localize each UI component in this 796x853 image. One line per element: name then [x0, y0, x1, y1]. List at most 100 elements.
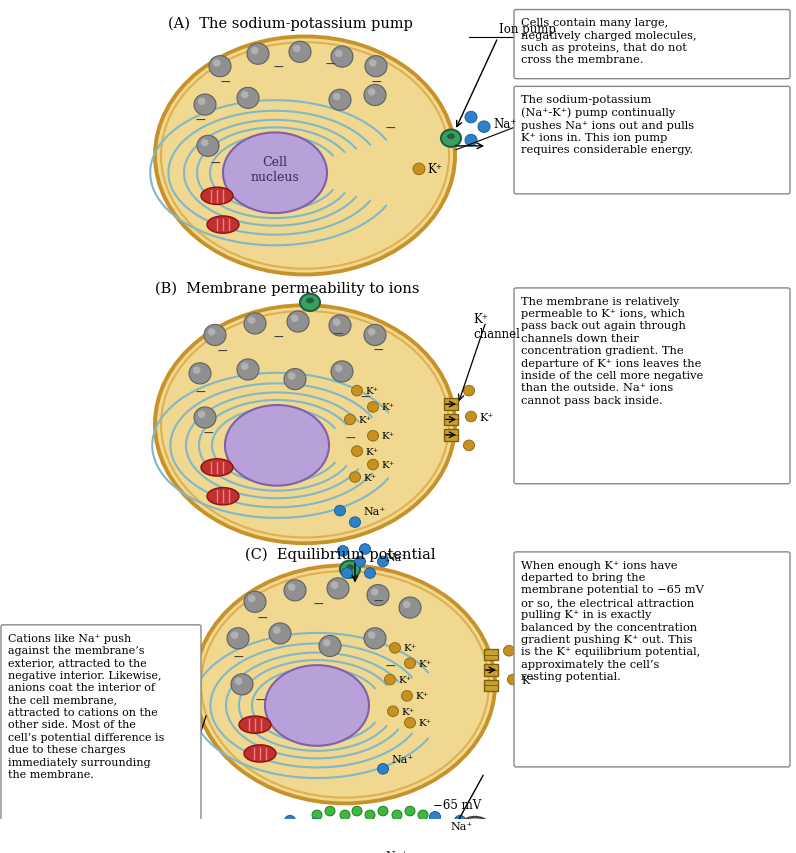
Ellipse shape	[157, 308, 453, 542]
Circle shape	[237, 88, 259, 109]
Circle shape	[288, 373, 295, 380]
Circle shape	[352, 806, 362, 816]
Text: K⁺: K⁺	[363, 473, 377, 482]
Circle shape	[284, 580, 306, 601]
Circle shape	[329, 90, 351, 111]
Circle shape	[368, 632, 376, 639]
Circle shape	[405, 806, 415, 816]
Text: −: −	[272, 329, 284, 344]
Circle shape	[189, 363, 211, 385]
Text: −: −	[344, 430, 356, 444]
FancyBboxPatch shape	[514, 10, 790, 79]
Text: −: −	[312, 596, 324, 610]
Ellipse shape	[300, 294, 320, 311]
Text: −: −	[232, 649, 244, 663]
Circle shape	[389, 643, 400, 653]
Circle shape	[365, 810, 375, 820]
Text: K⁺: K⁺	[427, 163, 442, 177]
FancyBboxPatch shape	[514, 288, 790, 485]
Text: −65 mV: −65 mV	[433, 798, 482, 811]
Circle shape	[378, 806, 388, 816]
Text: −: −	[384, 120, 396, 135]
Circle shape	[331, 47, 353, 68]
Circle shape	[208, 328, 216, 336]
Circle shape	[287, 311, 309, 333]
Text: −: −	[272, 60, 284, 74]
Circle shape	[204, 325, 226, 346]
Circle shape	[369, 61, 377, 67]
Circle shape	[360, 544, 370, 554]
Text: When enough K⁺ ions have
departed to bring the
membrane potential to −65 mV
or s: When enough K⁺ ions have departed to bri…	[521, 560, 704, 682]
Circle shape	[194, 95, 216, 116]
Text: Ion pump: Ion pump	[499, 22, 556, 36]
Text: K⁺: K⁺	[358, 415, 371, 425]
Text: K⁺: K⁺	[521, 675, 535, 685]
Circle shape	[273, 627, 280, 635]
Circle shape	[284, 369, 306, 390]
Circle shape	[340, 844, 350, 853]
Circle shape	[354, 852, 365, 853]
Circle shape	[197, 136, 219, 157]
Circle shape	[504, 646, 514, 656]
Bar	[484, 680, 498, 691]
Circle shape	[478, 122, 490, 133]
Circle shape	[198, 99, 205, 106]
Circle shape	[284, 815, 295, 826]
Text: −: −	[256, 611, 267, 624]
Circle shape	[466, 412, 477, 422]
Circle shape	[377, 763, 388, 775]
Circle shape	[413, 164, 425, 176]
Circle shape	[392, 810, 402, 820]
Circle shape	[401, 691, 412, 701]
Circle shape	[235, 677, 243, 685]
Ellipse shape	[207, 488, 239, 505]
Ellipse shape	[153, 304, 457, 546]
Circle shape	[244, 591, 266, 612]
Text: K⁺: K⁺	[418, 659, 431, 668]
Circle shape	[231, 632, 239, 639]
Ellipse shape	[153, 36, 457, 277]
Circle shape	[345, 415, 356, 425]
Circle shape	[201, 140, 209, 148]
Text: K⁺: K⁺	[415, 692, 428, 700]
Text: −: −	[209, 156, 220, 170]
Circle shape	[369, 847, 380, 853]
Text: Cations like Na⁺ push
against the membrane’s
exterior, attracted to the
negative: Cations like Na⁺ push against the membra…	[8, 633, 165, 779]
Text: Na⁺: Na⁺	[385, 850, 407, 853]
Text: −: −	[194, 384, 206, 398]
Ellipse shape	[201, 459, 233, 477]
Circle shape	[331, 362, 353, 382]
Circle shape	[333, 94, 341, 102]
Circle shape	[244, 314, 266, 334]
Text: K⁺: K⁺	[403, 644, 416, 653]
FancyBboxPatch shape	[514, 87, 790, 194]
Circle shape	[455, 815, 466, 826]
FancyBboxPatch shape	[1, 625, 201, 848]
Circle shape	[231, 674, 253, 695]
Text: K⁺
channel: K⁺ channel	[473, 312, 520, 340]
Ellipse shape	[197, 567, 493, 802]
Text: The sodium-potassium
(Na⁺-K⁺) pump continually
pushes Na⁺ ions out and pulls
K⁺ : The sodium-potassium (Na⁺-K⁺) pump conti…	[521, 95, 694, 155]
Circle shape	[310, 840, 321, 851]
Circle shape	[455, 817, 495, 853]
Ellipse shape	[306, 299, 314, 304]
Circle shape	[340, 810, 350, 820]
Ellipse shape	[207, 217, 239, 234]
Circle shape	[241, 363, 248, 370]
Circle shape	[465, 135, 477, 147]
Text: Cell
nucleus: Cell nucleus	[251, 156, 299, 183]
Circle shape	[418, 810, 428, 820]
Circle shape	[368, 328, 376, 336]
Circle shape	[248, 317, 256, 325]
Circle shape	[319, 635, 341, 657]
Text: K⁺: K⁺	[401, 707, 414, 716]
Ellipse shape	[239, 717, 271, 734]
Circle shape	[368, 89, 376, 96]
Text: Na⁺: Na⁺	[450, 821, 472, 832]
Circle shape	[377, 556, 388, 567]
Circle shape	[289, 42, 311, 63]
Text: −: −	[194, 113, 206, 127]
Text: K⁺: K⁺	[381, 461, 394, 469]
Text: −: −	[384, 659, 396, 672]
Circle shape	[403, 601, 411, 608]
